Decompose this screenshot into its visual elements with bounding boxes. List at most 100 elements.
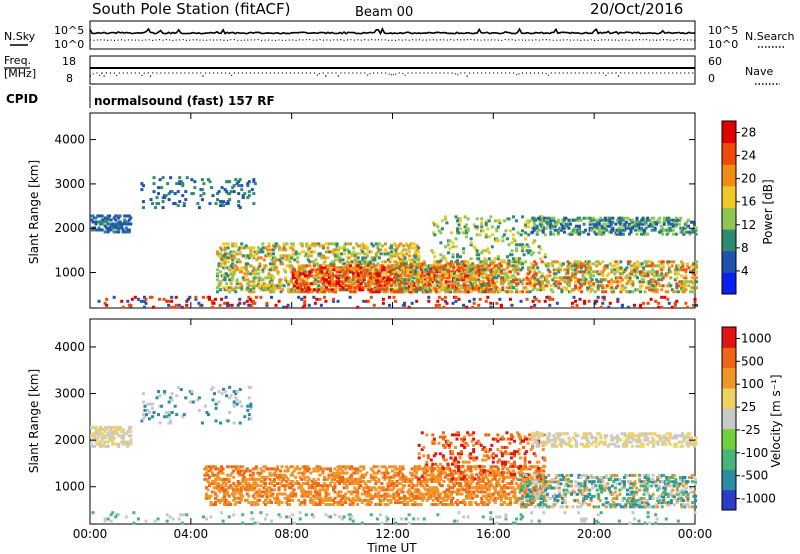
echo-pixel bbox=[303, 498, 307, 502]
echo-pixel bbox=[235, 182, 239, 186]
echo-pixel bbox=[381, 498, 385, 502]
echo-pixel bbox=[351, 471, 355, 475]
echo-pixel bbox=[545, 284, 549, 288]
echo-pixel bbox=[530, 305, 534, 309]
echo-pixel bbox=[242, 477, 246, 481]
echo-pixel bbox=[671, 218, 675, 222]
echo-pixel bbox=[389, 280, 393, 284]
echo-pixel bbox=[400, 488, 404, 492]
echo-pixel bbox=[641, 218, 645, 222]
echo-pixel bbox=[368, 492, 372, 496]
echo-pixel bbox=[239, 490, 243, 494]
echo-pixel bbox=[140, 419, 144, 423]
echo-pixel bbox=[97, 299, 101, 303]
echo-pixel bbox=[429, 276, 433, 280]
echo-pixel bbox=[276, 272, 280, 276]
echo-pixel bbox=[550, 226, 554, 230]
echo-pixel bbox=[296, 260, 300, 264]
echo-pixel bbox=[150, 295, 154, 299]
echo-pixel bbox=[158, 421, 162, 425]
echo-pixel bbox=[339, 500, 343, 504]
echo-pixel bbox=[299, 268, 303, 272]
echo-pixel bbox=[308, 286, 312, 290]
echo-pixel bbox=[264, 286, 268, 290]
echo-pixel bbox=[114, 432, 118, 436]
echo-pixel bbox=[563, 280, 567, 284]
echo-pixel bbox=[329, 276, 333, 280]
echo-pixel bbox=[534, 280, 538, 284]
echo-pixel bbox=[293, 270, 297, 274]
echo-pixel bbox=[513, 278, 517, 282]
echo-pixel bbox=[335, 500, 339, 504]
echo-pixel bbox=[597, 220, 601, 224]
echo-pixel bbox=[401, 500, 405, 504]
nave-tick-top: 60 bbox=[708, 55, 722, 68]
beam-title: Beam 00 bbox=[355, 5, 413, 20]
echo-pixel bbox=[386, 276, 390, 280]
echo-pixel bbox=[236, 303, 240, 307]
echo-pixel bbox=[535, 230, 539, 234]
echo-pixel bbox=[573, 226, 577, 230]
echo-pixel bbox=[515, 219, 519, 223]
echo-pixel bbox=[606, 216, 610, 220]
echo-pixel bbox=[428, 488, 432, 492]
echo-pixel bbox=[334, 288, 338, 292]
echo-pixel bbox=[314, 288, 318, 292]
echo-pixel bbox=[409, 246, 413, 250]
echo-pixel bbox=[226, 242, 230, 246]
echo-pixel bbox=[217, 252, 221, 256]
echo-pixel bbox=[472, 278, 476, 282]
echo-pixel bbox=[207, 469, 211, 473]
echo-pixel bbox=[693, 272, 697, 276]
echo-pixel bbox=[121, 430, 125, 434]
echo-pixel bbox=[234, 242, 238, 246]
echo-pixel bbox=[209, 482, 213, 486]
echo-pixel bbox=[370, 288, 374, 292]
echo-pixel bbox=[580, 264, 584, 268]
echo-pixel bbox=[383, 268, 387, 272]
echo-pixel bbox=[100, 428, 104, 432]
echo-pixel bbox=[255, 276, 259, 280]
echo-pixel bbox=[126, 214, 130, 218]
echo-pixel bbox=[177, 303, 181, 307]
echo-pixel bbox=[407, 488, 411, 492]
echo-pixel bbox=[94, 220, 98, 224]
echo-pixel bbox=[247, 486, 251, 490]
echo-pixel bbox=[551, 278, 555, 282]
echo-pixel bbox=[511, 264, 515, 268]
echo-pixel bbox=[584, 266, 588, 270]
echo-pixel bbox=[318, 490, 322, 494]
echo-pixel bbox=[531, 282, 535, 286]
echo-pixel bbox=[184, 190, 188, 194]
echo-pixel bbox=[170, 398, 174, 402]
echo-pixel bbox=[685, 305, 689, 309]
echo-pixel bbox=[419, 494, 423, 498]
echo-pixel bbox=[318, 252, 322, 256]
echo-pixel bbox=[240, 284, 244, 288]
echo-pixel bbox=[466, 260, 470, 264]
echo-pixel bbox=[386, 264, 390, 268]
echo-pixel bbox=[376, 280, 380, 284]
colorbar-tick-label: 20 bbox=[741, 172, 756, 186]
echo-pixel bbox=[282, 246, 286, 250]
echo-pixel bbox=[583, 299, 587, 303]
echo-pixel bbox=[228, 198, 232, 202]
echo-pixel bbox=[640, 218, 644, 222]
echo-pixel bbox=[589, 262, 593, 266]
echo-pixel bbox=[462, 303, 466, 307]
echo-pixel bbox=[417, 278, 421, 282]
echo-pixel bbox=[335, 242, 339, 246]
echo-pixel bbox=[117, 214, 121, 218]
echo-pixel bbox=[90, 218, 93, 222]
echo-pixel bbox=[300, 288, 304, 292]
echo-pixel bbox=[450, 270, 454, 274]
echo-pixel bbox=[324, 272, 328, 276]
echo-pixel bbox=[513, 276, 517, 280]
echo-pixel bbox=[338, 270, 342, 274]
echo-pixel bbox=[256, 498, 260, 502]
echo-pixel bbox=[123, 218, 127, 222]
echo-pixel bbox=[664, 218, 668, 222]
echo-pixel bbox=[639, 286, 643, 290]
echo-pixel bbox=[607, 305, 611, 309]
echo-pixel bbox=[387, 479, 391, 483]
